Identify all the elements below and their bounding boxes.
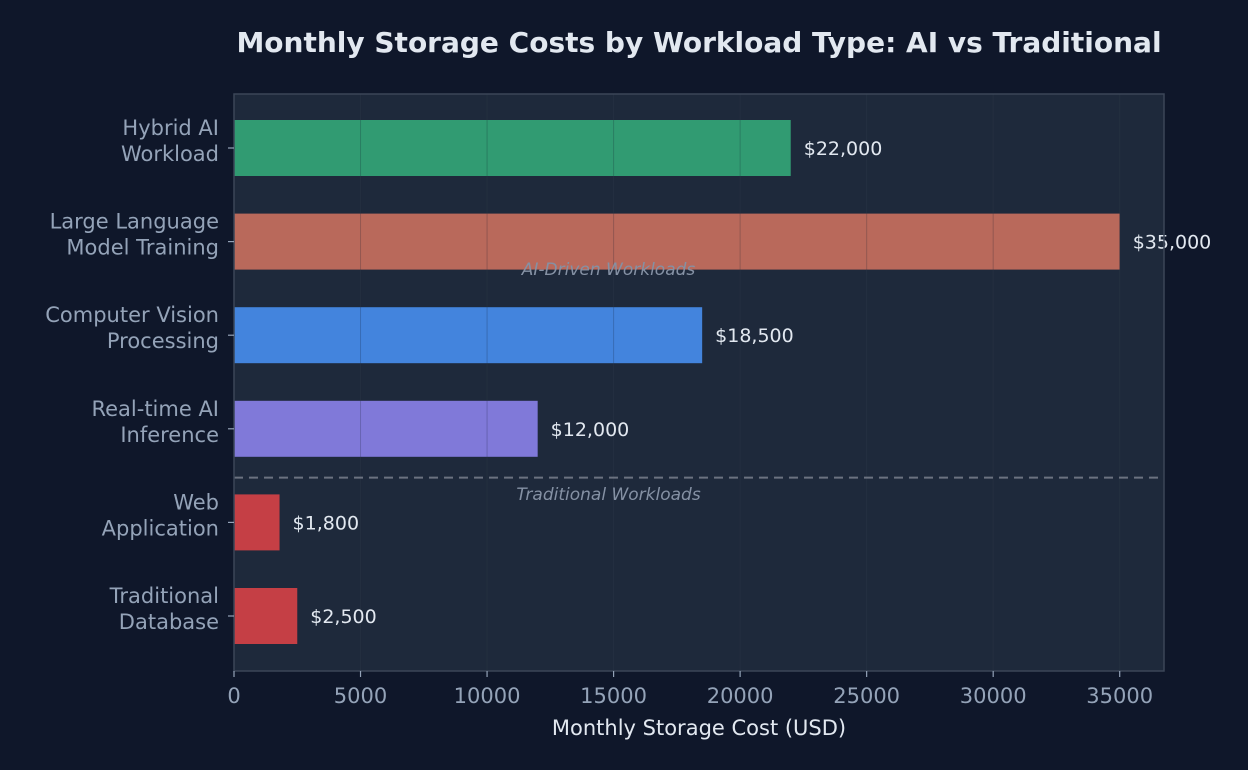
x-tick-label: 25000 <box>833 684 900 708</box>
bar <box>234 494 280 551</box>
x-axis: 0 5000 10000 15000 20000 25000 30000 35000 <box>227 671 1153 708</box>
y-tick-label-line: Computer Vision <box>45 303 219 327</box>
y-tick-label: Traditional Database <box>109 584 219 634</box>
y-tick-label-line: Web <box>173 490 219 514</box>
y-tick-label-line: Model Training <box>66 236 219 260</box>
x-tick-label: 30000 <box>960 684 1027 708</box>
group-annotation: AI-Driven Workloads <box>521 260 696 280</box>
value-label: $18,500 <box>715 325 794 347</box>
y-tick-label: Real-time AI Inference <box>91 397 219 447</box>
value-label: $35,000 <box>1133 232 1212 254</box>
y-tick-label-line: Database <box>119 610 219 634</box>
y-tick-label-line: Workload <box>121 142 219 166</box>
y-tick-label-line: Application <box>102 516 219 540</box>
grid-lines <box>233 94 1121 671</box>
group-annotation: Traditional Workloads <box>516 485 700 505</box>
bar <box>234 120 791 176</box>
bar <box>234 213 1120 270</box>
y-tick-label-line: Traditional <box>109 584 219 608</box>
value-label: $1,800 <box>293 512 359 534</box>
x-tick-label: 0 <box>227 684 240 708</box>
y-tick-label-line: Hybrid AI <box>122 116 219 140</box>
x-tick-label: 15000 <box>580 684 647 708</box>
y-tick-label-line: Large Language <box>50 210 219 234</box>
y-axis: Hybrid AI Workload Large Language Model Tra… <box>45 116 234 634</box>
plot-area <box>234 94 1164 671</box>
bar <box>234 400 538 457</box>
bar <box>234 588 298 644</box>
chart-title: Monthly Storage Costs by Workload Type: … <box>236 26 1161 59</box>
y-tick-label-line: Inference <box>120 423 219 447</box>
plot-border <box>233 93 1165 672</box>
y-tick-label-line: Processing <box>107 329 219 353</box>
y-tick-label: Hybrid AI Workload <box>121 116 219 166</box>
x-tick-label: 35000 <box>1086 684 1153 708</box>
value-label: $2,500 <box>310 606 376 628</box>
value-label: $12,000 <box>551 419 630 441</box>
y-tick-label: Computer Vision Processing <box>45 303 219 353</box>
value-labels: $22,000 $35,000 $18,500 $12,000 $1,800 $2,500 <box>293 138 1212 628</box>
y-tick-label-line: Real-time AI <box>91 397 219 421</box>
x-tick-label: 10000 <box>454 684 521 708</box>
value-label: $22,000 <box>804 138 883 160</box>
x-tick-label: 20000 <box>707 684 774 708</box>
plot-background <box>234 94 1164 671</box>
group-annotations: AI-Driven Workloads Traditional Workloads <box>516 260 700 505</box>
y-tick-label: Web Application <box>102 490 219 540</box>
bar <box>234 307 703 364</box>
grid-overlay <box>360 94 1121 671</box>
y-tick-label: Large Language Model Training <box>50 210 219 260</box>
bars <box>234 120 1120 644</box>
x-axis-label: Monthly Storage Cost (USD) <box>552 716 846 740</box>
x-tick-label: 5000 <box>334 684 387 708</box>
